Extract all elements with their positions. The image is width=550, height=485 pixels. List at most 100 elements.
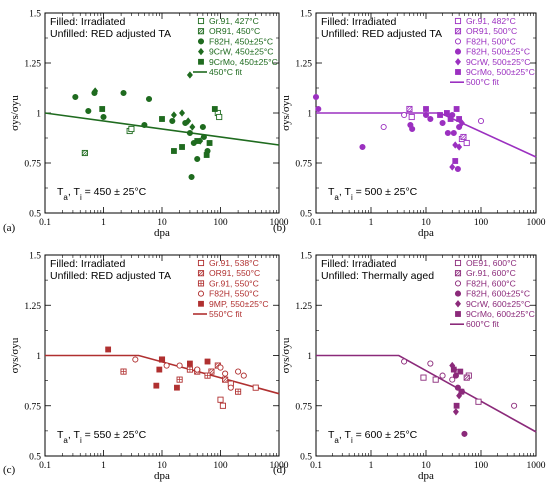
legend-item: Gr.91, 427°C xyxy=(197,16,259,26)
data-point xyxy=(463,374,470,381)
legend-marker xyxy=(454,48,462,55)
data-point xyxy=(100,113,107,121)
data-point xyxy=(456,123,463,131)
legend-item: Gr.91, 550°C xyxy=(197,278,259,288)
data-point xyxy=(132,356,139,363)
y-tick-label: 1 xyxy=(307,110,312,120)
legend-item: 9CrW, 600±25°C xyxy=(455,299,531,309)
legend-marker xyxy=(454,280,462,287)
legend-item: 9CrW, 450±25°C xyxy=(198,47,274,57)
data-point xyxy=(437,112,443,118)
data-point xyxy=(444,110,450,116)
legend-label: F82H, 550°C xyxy=(209,289,259,299)
legend-marker xyxy=(455,69,461,75)
legend-item: 550°C fit xyxy=(193,309,243,319)
legend-item: 600°C fit xyxy=(450,319,500,329)
y-tick-label: 1.25 xyxy=(295,302,312,312)
x-tick-label: 100 xyxy=(474,218,489,228)
legend-label: OR91, 550°C xyxy=(209,268,260,278)
data-point xyxy=(99,106,106,112)
legend-marker xyxy=(198,47,204,56)
legend-label: 9CrW, 450±25°C xyxy=(209,47,274,57)
data-point xyxy=(171,148,177,154)
y-tick-label: 1 xyxy=(36,352,41,362)
legend-item: 450°C fit xyxy=(193,67,243,77)
legend-marker xyxy=(455,300,461,308)
x-tick-label: 10 xyxy=(157,218,167,228)
x-tick-label: 100 xyxy=(474,461,489,471)
x-tick-label: 0.1 xyxy=(39,461,51,471)
data-point xyxy=(315,105,322,113)
data-point xyxy=(174,384,180,391)
data-point xyxy=(439,372,446,379)
series-6 xyxy=(423,106,463,164)
legend-label: 450°C fit xyxy=(209,67,243,77)
y-tick-label: 0.5 xyxy=(300,210,312,220)
data-point xyxy=(475,398,482,405)
series-3 xyxy=(401,358,518,409)
series-3 xyxy=(380,111,485,131)
data-point xyxy=(422,111,430,119)
panel-label: (d) xyxy=(273,464,286,476)
data-point xyxy=(447,116,454,122)
data-point xyxy=(72,93,79,101)
y-tick-label: 1.5 xyxy=(300,252,312,262)
note-text: Filled: Irradiated xyxy=(50,16,125,28)
data-point xyxy=(189,123,196,131)
data-point xyxy=(199,123,206,131)
y-axis-label: σys/σyu xyxy=(9,95,21,131)
legend-label: Gr.91, 550°C xyxy=(209,278,259,288)
data-point xyxy=(120,89,127,97)
legend-label: 9CrMo, 450±25°C xyxy=(209,57,278,67)
data-point xyxy=(460,133,467,141)
data-point xyxy=(188,173,195,181)
chart-panel-1: 0.1 1 10 100 1000 0.5 0.75 1 1.25 1.5 dpa σys/σyu (a… xyxy=(3,10,289,240)
legend-marker xyxy=(454,290,462,297)
x-tick-label: 100 xyxy=(213,218,228,228)
x-tick-label: 1000 xyxy=(270,461,289,471)
note-text: Filled: Irradiated xyxy=(50,258,125,270)
legend-marker xyxy=(454,28,462,35)
data-point xyxy=(206,140,213,146)
data-point xyxy=(477,117,485,125)
fit-line xyxy=(316,354,537,433)
panel-label: (c) xyxy=(3,464,16,476)
condition-part: i xyxy=(351,436,353,445)
x-tick-label: 1 xyxy=(369,461,374,471)
legend-marker xyxy=(455,58,461,66)
data-point xyxy=(120,368,127,375)
note-text: Filled: Irradiated xyxy=(321,16,396,28)
legend-marker xyxy=(197,290,205,297)
note-text: Filled: Irradiated xyxy=(321,258,396,270)
legend-label: F82H, 450±25°C xyxy=(209,36,273,46)
series-1 xyxy=(126,109,223,135)
condition-part: T xyxy=(57,429,64,441)
legend-label: F82H, 500°C xyxy=(466,36,516,46)
legend-item: Gr.91, 482°C xyxy=(454,16,516,26)
temperature-condition: Ta, Ti = 500 ± 25°C xyxy=(328,186,418,202)
x-tick-label: 1000 xyxy=(270,218,289,228)
condition-part: i xyxy=(80,193,82,202)
condition-part: = 550 ± 25°C xyxy=(82,429,147,441)
condition-part: a xyxy=(334,436,339,445)
data-point xyxy=(227,384,234,391)
legend-marker xyxy=(197,259,205,267)
note-text: Unfilled: RED adjusted TA xyxy=(321,28,442,40)
condition-part: , T xyxy=(68,186,81,198)
y-axis-label: σys/σyu xyxy=(280,337,292,373)
legend-label: Gr.91, 427°C xyxy=(209,16,259,26)
data-point xyxy=(176,376,183,383)
series-5 xyxy=(105,346,211,391)
data-point xyxy=(185,117,192,125)
data-point xyxy=(409,125,416,133)
y-tick-label: 1.5 xyxy=(300,10,312,20)
legend-marker xyxy=(454,259,462,267)
chart-panel-2: 0.1 1 10 100 1000 0.5 0.75 1 1.25 1.5 dpa σys/σyu (b… xyxy=(273,10,546,240)
series-2 xyxy=(406,105,467,141)
data-point xyxy=(401,111,408,119)
data-point xyxy=(163,362,170,369)
legend-label: 500°C fit xyxy=(466,77,500,87)
legend-label: OE91, 600°C xyxy=(466,258,517,268)
legend-label: 9CrW, 600±25°C xyxy=(466,299,531,309)
data-point xyxy=(439,119,446,127)
